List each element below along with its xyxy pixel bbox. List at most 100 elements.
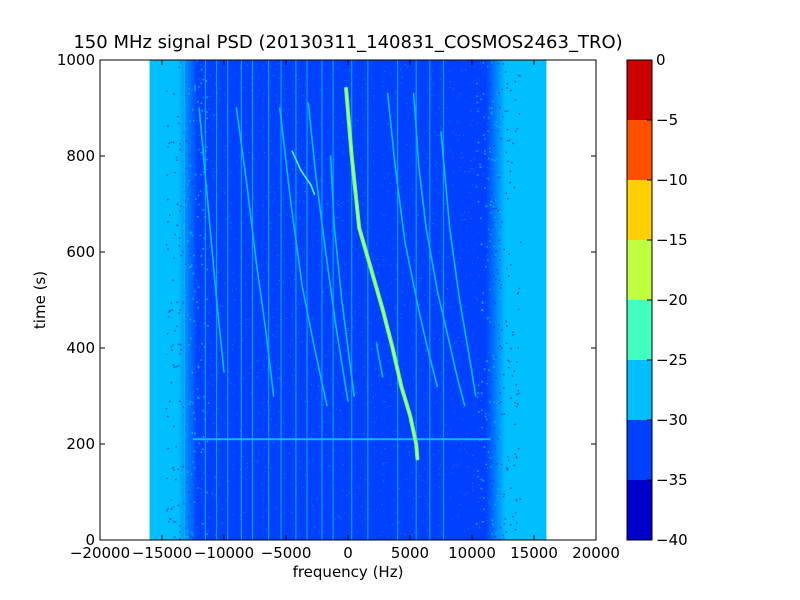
noise-speck	[334, 240, 336, 242]
noise-speck	[497, 273, 499, 275]
noise-speck	[491, 252, 493, 254]
noise-speck	[273, 442, 275, 444]
noise-speck	[217, 364, 219, 366]
noise-speck	[198, 148, 200, 151]
noise-speck	[485, 409, 488, 411]
colorbar-tick-label: 0	[656, 51, 666, 69]
noise-speck	[310, 365, 312, 367]
noise-speck	[234, 281, 236, 283]
noise-speck	[315, 368, 317, 370]
noise-speck	[492, 205, 495, 208]
noise-speck	[361, 195, 363, 197]
noise-speck	[288, 453, 290, 455]
noise-speck	[296, 217, 298, 219]
noise-speck	[448, 237, 450, 239]
noise-speck	[329, 187, 331, 189]
noise-speck	[379, 316, 381, 318]
noise-speck	[180, 205, 182, 207]
noise-speck	[458, 346, 460, 348]
y-tick-label: 800	[66, 147, 95, 165]
noise-speck	[331, 74, 333, 76]
noise-speck	[338, 204, 340, 206]
noise-speck	[343, 137, 345, 139]
noise-speck	[452, 212, 454, 214]
noise-speck	[388, 536, 390, 538]
noise-speck	[518, 75, 521, 77]
noise-speck	[293, 173, 295, 175]
noise-speck	[351, 199, 353, 201]
noise-speck	[359, 335, 361, 337]
noise-speck	[197, 306, 199, 309]
noise-speck	[293, 523, 295, 525]
noise-speck	[283, 473, 285, 475]
noise-speck	[191, 531, 193, 534]
noise-speck	[427, 505, 429, 507]
noise-speck	[299, 200, 301, 202]
noise-speck	[489, 358, 491, 360]
noise-speck	[472, 263, 474, 265]
noise-speck	[304, 84, 306, 86]
noise-speck	[504, 276, 506, 279]
noise-speck	[207, 184, 210, 186]
noise-speck	[381, 490, 383, 492]
colorbar-tick-label: −35	[656, 471, 688, 489]
noise-speck	[257, 459, 259, 461]
noise-speck	[330, 206, 332, 208]
noise-speck	[512, 494, 514, 496]
noise-speck	[495, 356, 497, 358]
noise-speck	[374, 407, 376, 409]
noise-speck	[185, 80, 188, 83]
noise-speck	[516, 403, 519, 405]
noise-speck	[257, 460, 259, 462]
noise-speck	[382, 432, 384, 434]
noise-speck	[357, 84, 359, 86]
noise-speck	[387, 345, 389, 347]
noise-speck	[490, 111, 493, 113]
noise-speck	[172, 364, 175, 366]
noise-speck	[173, 299, 175, 302]
noise-speck	[287, 121, 289, 123]
noise-speck	[388, 283, 390, 285]
noise-speck	[475, 75, 478, 78]
noise-speck	[196, 216, 198, 218]
noise-speck	[409, 452, 411, 454]
noise-speck	[383, 154, 385, 156]
noise-speck	[341, 241, 343, 243]
noise-speck	[497, 437, 499, 440]
noise-speck	[502, 232, 504, 234]
noise-speck	[194, 324, 196, 326]
noise-speck	[265, 248, 267, 250]
noise-speck	[210, 60, 212, 62]
noise-speck	[248, 319, 250, 321]
noise-speck	[219, 88, 221, 90]
noise-speck	[233, 436, 235, 438]
colorbar-segment	[627, 420, 652, 480]
noise-speck	[464, 344, 466, 346]
noise-speck	[171, 535, 174, 537]
noise-speck	[505, 192, 507, 194]
noise-speck	[262, 272, 264, 274]
noise-speck	[167, 198, 169, 201]
noise-speck	[190, 473, 193, 476]
noise-speck	[184, 263, 187, 265]
noise-speck	[418, 343, 420, 345]
noise-speck	[179, 257, 182, 259]
noise-speck	[483, 71, 485, 74]
noise-speck	[345, 494, 347, 496]
noise-speck	[171, 246, 174, 248]
noise-speck	[488, 534, 490, 537]
noise-speck	[499, 287, 502, 289]
noise-speck	[347, 80, 349, 82]
noise-speck	[498, 436, 501, 438]
noise-speck	[168, 487, 171, 489]
noise-speck	[342, 303, 344, 305]
noise-speck	[194, 432, 196, 435]
noise-speck	[271, 221, 273, 223]
noise-speck	[477, 501, 479, 503]
noise-speck	[389, 126, 391, 128]
noise-speck	[499, 527, 502, 529]
noise-speck	[397, 323, 399, 325]
noise-speck	[199, 134, 201, 136]
noise-speck	[282, 84, 284, 86]
noise-speck	[243, 376, 245, 378]
